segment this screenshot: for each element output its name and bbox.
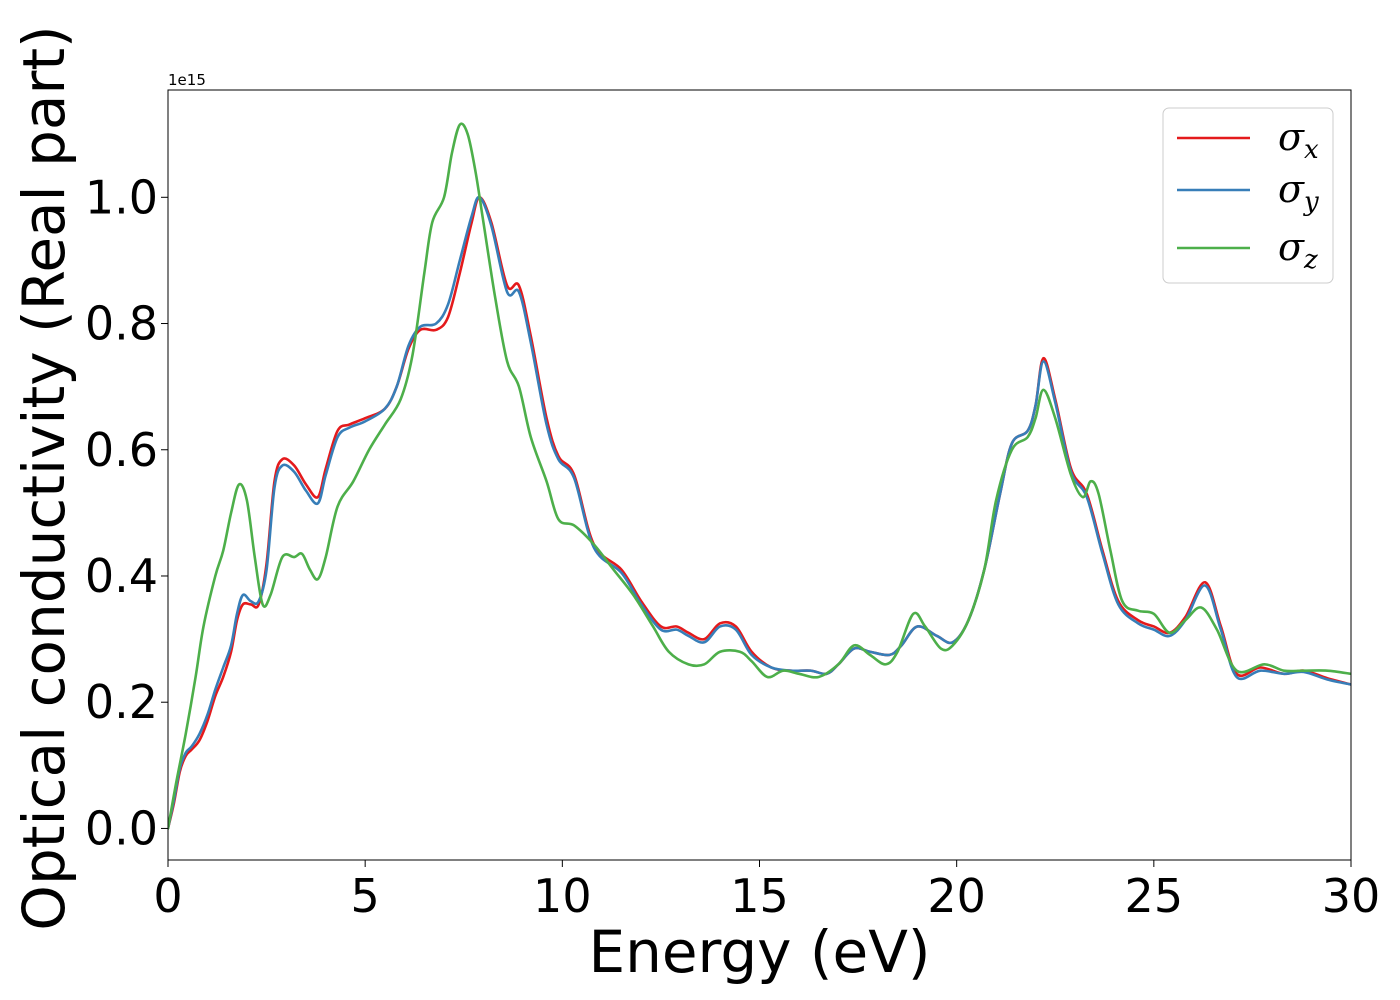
x-tick-label: 25	[1125, 869, 1184, 923]
x-tick-label: 15	[730, 869, 789, 923]
y-tick-label: 0.2	[85, 675, 158, 729]
x-axis: 0 5 10 15 20 25 30	[153, 860, 1380, 923]
x-tick-label: 5	[351, 869, 380, 923]
series-line-z	[168, 122, 1351, 830]
y-tick-label: 0.6	[85, 423, 158, 477]
x-axis-title: Energy (eV)	[588, 918, 930, 986]
x-tick-label: 0	[153, 869, 182, 923]
y-axis: 0.0 0.2 0.4 0.6 0.8 1.0	[85, 170, 168, 855]
x-tick-label: 20	[927, 869, 986, 923]
x-tick-label: 30	[1322, 869, 1381, 923]
y-tick-label: 0.8	[85, 297, 158, 351]
y-tick-label: 0.0	[85, 801, 158, 855]
legend-label-y: σy	[1278, 167, 1319, 217]
series-line-y	[168, 195, 1351, 830]
y-tick-label: 1.0	[85, 170, 158, 224]
legend-label-z: σz	[1278, 225, 1318, 275]
series-lines	[168, 122, 1351, 830]
legend-box	[1162, 107, 1334, 284]
y-tick-label: 0.4	[85, 549, 158, 603]
x-tick-label: 10	[533, 869, 592, 923]
legend-label-x: σx	[1278, 115, 1319, 165]
y-axis-title: Optical conductivity (Real part)	[10, 25, 78, 930]
y-offset-label: 1e15	[168, 71, 206, 89]
